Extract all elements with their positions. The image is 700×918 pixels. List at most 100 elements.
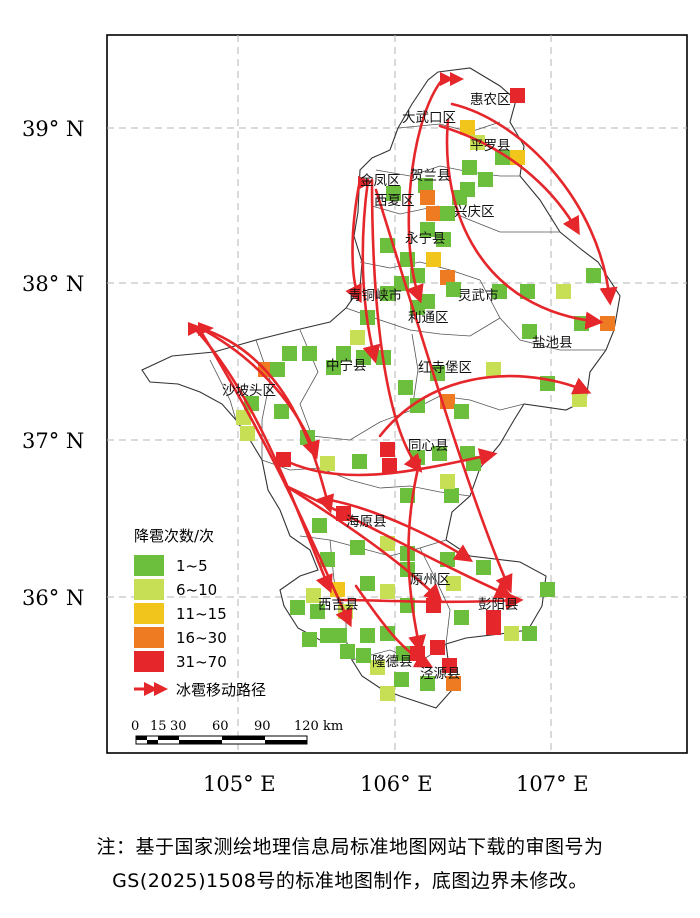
legend-label: 31~70 bbox=[176, 653, 227, 671]
county-label: 大武口区 bbox=[402, 110, 456, 126]
scale-tick-label: 120 km bbox=[294, 719, 343, 734]
county-labels: 惠农区 大武口区 平罗县 金凤区 贺兰县 西夏区 兴庆区 永宁县 青铜峡市 灵武… bbox=[222, 92, 573, 682]
hail-frequency-cell bbox=[454, 610, 469, 625]
county-label: 贺兰县 bbox=[410, 168, 451, 184]
scale-tick-label: 90 bbox=[254, 719, 271, 734]
hail-frequency-cell bbox=[492, 284, 507, 299]
scale-tick-label: 30 bbox=[170, 719, 187, 734]
lat-label: 38° N bbox=[22, 272, 84, 296]
hail-path bbox=[445, 118, 604, 330]
hail-path bbox=[198, 326, 335, 514]
hail-path bbox=[370, 178, 423, 473]
legend-swatch-16-30 bbox=[134, 627, 164, 648]
hail-frequency-cell bbox=[350, 330, 365, 345]
county-label: 海原县 bbox=[346, 514, 387, 530]
hail-path bbox=[438, 124, 580, 236]
hail-frequency-cell bbox=[522, 626, 537, 641]
hail-frequency-cell bbox=[444, 488, 459, 503]
hail-frequency-cell bbox=[290, 600, 305, 615]
hail-frequency-cell bbox=[586, 268, 601, 283]
hail-frequency-cell bbox=[418, 178, 433, 193]
hail-frequency-cell bbox=[360, 576, 375, 591]
boundary bbox=[209, 359, 237, 421]
county-label: 彭阳县 bbox=[478, 597, 519, 613]
hail-frequency-cell bbox=[370, 660, 385, 675]
hail-frequency-cell bbox=[302, 346, 317, 361]
county-label: 隆德县 bbox=[372, 654, 413, 670]
county-label: 中宁县 bbox=[326, 357, 367, 374]
county-label: 同心县 bbox=[408, 438, 449, 454]
legend-label: 16~30 bbox=[176, 629, 227, 647]
legend: 降雹次数/次 1~5 6~10 11~15 16~30 31~70 冰雹移动路径 bbox=[134, 527, 266, 699]
hail-frequency-cell bbox=[520, 284, 535, 299]
hail-frequency-cell bbox=[432, 446, 447, 461]
hail-frequency-cell bbox=[504, 626, 519, 641]
hail-frequency-cell bbox=[510, 88, 525, 103]
legend-path-label: 冰雹移动路径 bbox=[176, 681, 266, 699]
hail-frequency-cell bbox=[302, 632, 317, 647]
hail-path bbox=[284, 484, 514, 599]
boundary bbox=[261, 459, 471, 497]
hail-frequency-cell bbox=[360, 628, 375, 643]
hail-frequency-cell bbox=[572, 392, 587, 407]
hail-frequency-cell bbox=[340, 644, 355, 659]
boundary bbox=[411, 333, 419, 411]
path-origin-arrow bbox=[188, 322, 214, 336]
hail-frequency-cell bbox=[446, 282, 461, 297]
county-label: 青铜峡市 bbox=[348, 287, 402, 304]
legend-label: 11~15 bbox=[176, 605, 227, 623]
hail-frequency-cell bbox=[410, 398, 425, 413]
hail-frequency-cell bbox=[495, 150, 510, 165]
hail-frequency-cell bbox=[336, 346, 351, 361]
hail-frequency-cell bbox=[310, 604, 325, 619]
county-label: 红寺堡区 bbox=[418, 360, 472, 376]
hail-frequency-cell bbox=[356, 648, 371, 663]
hail-frequency-cell bbox=[436, 232, 451, 247]
hail-frequency-cell bbox=[398, 380, 413, 395]
hail-path bbox=[194, 328, 333, 594]
hail-frequency-cell bbox=[426, 252, 441, 267]
lat-label: 39° N bbox=[22, 117, 84, 141]
boundary bbox=[479, 279, 606, 351]
hail-frequency-cell bbox=[556, 284, 571, 299]
legend-label: 6~10 bbox=[176, 581, 217, 599]
hail-frequency-cell bbox=[440, 474, 455, 489]
boundary bbox=[419, 547, 451, 645]
county-label: 西夏区 bbox=[374, 193, 415, 209]
path-origin-arrows bbox=[188, 72, 464, 336]
map-note-line-1: 注：基于国家测绘地理信息局标准地图网站下载的审图号为 bbox=[96, 836, 604, 858]
lon-label: 107° E bbox=[516, 772, 589, 796]
boundary bbox=[359, 261, 481, 281]
legend-swatch-31-70 bbox=[134, 651, 164, 672]
lon-label: 105° E bbox=[203, 772, 276, 796]
county-label: 西吉县 bbox=[318, 597, 359, 613]
hail-path bbox=[198, 326, 320, 460]
boundary bbox=[299, 329, 525, 441]
county-label: 惠农区 bbox=[470, 92, 511, 108]
longitude-labels: 105° E 106° E 107° E bbox=[203, 772, 589, 796]
hail-path bbox=[450, 102, 618, 306]
hail-frequency-cell bbox=[440, 270, 455, 285]
hail-frequency-cell bbox=[312, 518, 327, 533]
path-origin-arrow bbox=[358, 176, 372, 190]
ningxia-outline bbox=[141, 67, 621, 709]
lat-label: 36° N bbox=[22, 586, 84, 610]
path-origin-arrow bbox=[440, 72, 464, 86]
hail-frequency-cell bbox=[540, 582, 555, 597]
county-label: 兴庆区 bbox=[454, 204, 495, 220]
hail-frequency-cell bbox=[320, 456, 335, 471]
hail-path bbox=[361, 178, 381, 364]
map-note-line-2: GS(2025)1508号的标准地图制作，底图边界未修改。 bbox=[112, 870, 588, 892]
hail-frequency-cell bbox=[380, 584, 395, 599]
hail-frequency-cell bbox=[446, 676, 461, 691]
hail-path bbox=[278, 448, 498, 477]
lat-label: 37° N bbox=[22, 429, 84, 453]
boundary bbox=[299, 535, 447, 557]
legend-title: 降雹次数/次 bbox=[134, 527, 214, 545]
hail-frequency-cell bbox=[274, 404, 289, 419]
hail-frequency-cell bbox=[270, 362, 285, 377]
hail-path bbox=[328, 498, 474, 563]
county-label: 灵武市 bbox=[458, 287, 499, 304]
hail-frequency-cell bbox=[446, 576, 461, 591]
